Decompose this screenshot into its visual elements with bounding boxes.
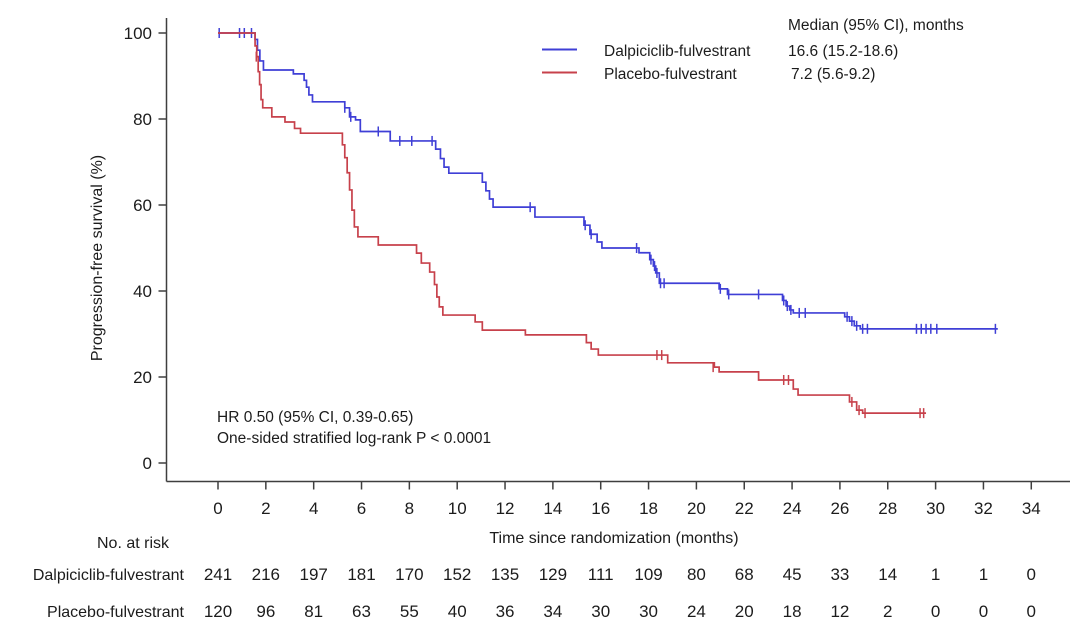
x-tick-label: 20 bbox=[687, 499, 706, 518]
legend-median-placebo: 7.2 (5.6-9.2) bbox=[791, 66, 875, 83]
risk-count: 1 bbox=[931, 565, 940, 584]
risk-count: 216 bbox=[252, 565, 280, 584]
x-tick-label: 8 bbox=[405, 499, 414, 518]
x-tick-label: 0 bbox=[213, 499, 222, 518]
y-tick-label: 60 bbox=[133, 196, 152, 215]
risk-count: 170 bbox=[395, 565, 423, 584]
risk-count: 81 bbox=[304, 602, 323, 621]
legend-median-header: Median (95% CI), months bbox=[788, 17, 964, 34]
risk-count: 1 bbox=[979, 565, 988, 584]
risk-count: 0 bbox=[931, 602, 940, 621]
risk-count: 68 bbox=[735, 565, 754, 584]
risk-count: 109 bbox=[634, 565, 662, 584]
x-tick-label: 26 bbox=[830, 499, 849, 518]
risk-count: 45 bbox=[783, 565, 802, 584]
x-axis-title: Time since randomization (months) bbox=[489, 530, 738, 547]
risk-count: 55 bbox=[400, 602, 419, 621]
x-tick-label: 28 bbox=[878, 499, 897, 518]
legend-label-dalpiciclib: Dalpiciclib-fulvestrant bbox=[604, 43, 751, 60]
x-tick-label: 14 bbox=[543, 499, 562, 518]
risk-count: 181 bbox=[347, 565, 375, 584]
x-tick-label: 34 bbox=[1022, 499, 1041, 518]
y-axis-title: Progression-free survival (%) bbox=[89, 155, 106, 361]
x-tick-label: 22 bbox=[735, 499, 754, 518]
risk-count: 2 bbox=[883, 602, 892, 621]
x-tick-label: 2 bbox=[261, 499, 270, 518]
x-tick-label: 32 bbox=[974, 499, 993, 518]
risk-count: 30 bbox=[639, 602, 658, 621]
x-tick-label: 18 bbox=[639, 499, 658, 518]
risk-count: 34 bbox=[543, 602, 562, 621]
risk-count: 40 bbox=[448, 602, 467, 621]
y-tick-label: 100 bbox=[124, 24, 152, 43]
risk-count: 0 bbox=[979, 602, 988, 621]
x-tick-label: 30 bbox=[926, 499, 945, 518]
legend-label-placebo: Placebo-fulvestrant bbox=[604, 66, 737, 83]
x-tick-label: 4 bbox=[309, 499, 318, 518]
risk-count: 0 bbox=[1027, 565, 1036, 584]
logrank-annotation: One-sided stratified log-rank P < 0.0001 bbox=[217, 430, 491, 447]
x-tick-label: 12 bbox=[496, 499, 515, 518]
risk-count: 14 bbox=[878, 565, 897, 584]
risk-count: 0 bbox=[1027, 602, 1036, 621]
risk-count: 36 bbox=[496, 602, 515, 621]
y-tick-label: 0 bbox=[143, 454, 152, 473]
risk-count: 197 bbox=[299, 565, 327, 584]
risk-count: 241 bbox=[204, 565, 232, 584]
risk-table-title: No. at risk bbox=[97, 535, 170, 552]
risk-count: 135 bbox=[491, 565, 519, 584]
risk-count: 111 bbox=[588, 565, 614, 584]
risk-count: 20 bbox=[735, 602, 754, 621]
risk-count: 12 bbox=[830, 602, 849, 621]
x-tick-label: 10 bbox=[448, 499, 467, 518]
risk-count: 120 bbox=[204, 602, 232, 621]
legend-median-dalpiciclib: 16.6 (15.2-18.6) bbox=[788, 43, 898, 60]
x-tick-label: 6 bbox=[357, 499, 366, 518]
risk-count: 24 bbox=[687, 602, 706, 621]
risk-count: 30 bbox=[591, 602, 610, 621]
risk-count: 152 bbox=[443, 565, 471, 584]
risk-count: 63 bbox=[352, 602, 371, 621]
risk-count: 80 bbox=[687, 565, 706, 584]
km-curve-placebo bbox=[218, 32, 927, 414]
risk-row-label-placebo: Placebo-fulvestrant bbox=[47, 604, 185, 621]
y-tick-label: 40 bbox=[133, 282, 152, 301]
risk-count: 18 bbox=[783, 602, 802, 621]
km-curve-dalpiciclib bbox=[218, 32, 998, 330]
risk-count: 33 bbox=[830, 565, 849, 584]
y-tick-label: 20 bbox=[133, 368, 152, 387]
risk-count: 96 bbox=[256, 602, 275, 621]
risk-numbers-layer: 241 216 197 181 170 152 135 129 111 109 80 68 45 33 14… bbox=[204, 565, 1036, 621]
x-tick-label: 16 bbox=[591, 499, 610, 518]
x-tick-label: 24 bbox=[783, 499, 802, 518]
hr-annotation: HR 0.50 (95% CI, 0.39-0.65) bbox=[217, 409, 413, 426]
risk-count: 129 bbox=[539, 565, 567, 584]
curves-layer bbox=[218, 28, 998, 419]
y-tick-label: 80 bbox=[133, 110, 152, 129]
risk-row-label-dalpiciclib: Dalpiciclib-fulvestrant bbox=[33, 567, 185, 584]
